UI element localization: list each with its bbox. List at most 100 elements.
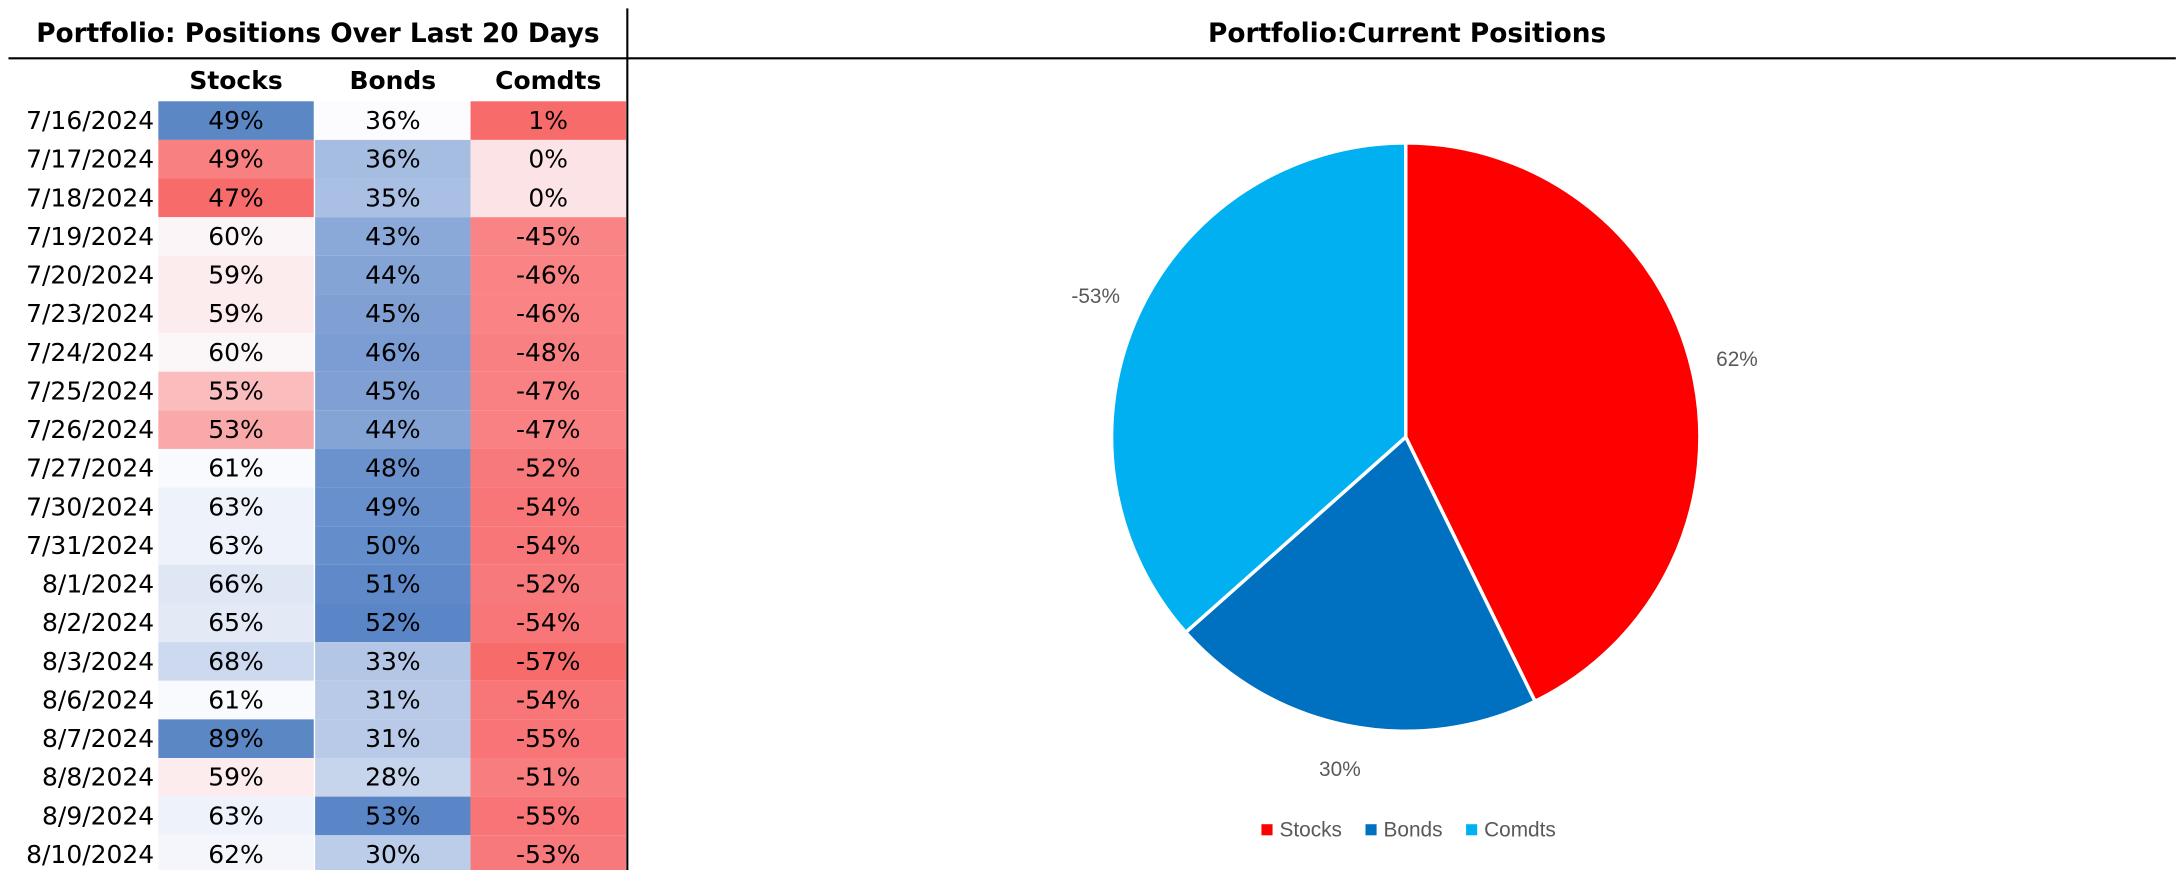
cell-value: 65%	[208, 608, 264, 637]
cell-fill	[470, 719, 626, 758]
cell-fill	[315, 217, 471, 256]
cell-value: -54%	[516, 531, 581, 560]
cell-value: -54%	[516, 685, 581, 714]
row-date: 7/23/2024	[26, 299, 154, 328]
row-date: 8/10/2024	[26, 840, 154, 869]
row-date: 7/27/2024	[26, 454, 154, 483]
cell-value: 61%	[208, 685, 264, 714]
row-date: 7/30/2024	[26, 492, 154, 521]
cell-value: 51%	[365, 570, 421, 599]
cell-value: -51%	[516, 763, 581, 792]
cell-fill	[158, 294, 314, 334]
cell-fill	[470, 680, 626, 720]
cell-value: -53%	[516, 840, 581, 869]
cell-value: 59%	[208, 299, 264, 328]
cell-fill	[158, 835, 314, 870]
row-date: 7/20/2024	[26, 261, 154, 290]
row-date: 7/17/2024	[26, 145, 154, 174]
cell-value: -57%	[516, 647, 581, 676]
column-header: Stocks	[189, 66, 282, 95]
cell-value: 36%	[365, 106, 421, 135]
cell-value: 68%	[208, 647, 264, 676]
cell-value: 31%	[365, 724, 421, 753]
cell-fill	[315, 448, 471, 488]
data-label: 30%	[1319, 758, 1361, 781]
cell-value: -48%	[516, 338, 581, 367]
cell-value: 49%	[208, 106, 264, 135]
cell-fill	[158, 255, 314, 295]
cell-fill	[315, 796, 471, 836]
cell-fill	[470, 178, 626, 218]
cell-value: 30%	[365, 840, 421, 869]
cell-fill	[315, 719, 471, 758]
cell-fill	[470, 642, 626, 681]
cell-value: 43%	[365, 222, 421, 251]
column-header: Bonds	[349, 66, 436, 95]
data-label: 62%	[1716, 348, 1758, 371]
cell-fill	[470, 294, 626, 334]
pie: 62% 30% -53% Stocks Bonds Comdts	[1071, 141, 1758, 842]
cell-value: 48%	[365, 454, 421, 483]
cell-value: -46%	[516, 261, 581, 290]
cell-value: -54%	[516, 492, 581, 521]
cell-fill	[158, 796, 314, 836]
cell-fill	[470, 410, 626, 449]
cell-value: 44%	[365, 415, 421, 444]
cell-value: 28%	[365, 763, 421, 792]
cell-value: 45%	[365, 299, 421, 328]
cell-value: -47%	[516, 376, 581, 405]
cell-fill	[315, 526, 471, 565]
cell-value: 89%	[208, 724, 264, 753]
cell-fill	[158, 333, 314, 372]
cell-fill	[315, 680, 471, 720]
cell-fill	[315, 139, 471, 179]
cell-fill	[158, 719, 314, 758]
cell-value: -47%	[516, 415, 581, 444]
row-date: 8/1/2024	[42, 570, 154, 599]
cell-value: 59%	[208, 261, 264, 290]
cell-fill	[315, 835, 471, 870]
row-date: 7/19/2024	[26, 222, 154, 251]
cell-value: 62%	[208, 840, 264, 869]
cell-fill	[315, 564, 471, 604]
cell-fill	[158, 526, 314, 565]
cell-fill	[470, 448, 626, 488]
cell-fill	[470, 757, 626, 797]
cell-fill	[470, 217, 626, 256]
row-date: 8/3/2024	[42, 647, 154, 676]
cell-value: -55%	[516, 801, 581, 830]
cell-value: 63%	[208, 801, 264, 830]
cell-fill	[315, 603, 471, 643]
pie-slice	[1109, 141, 1408, 635]
cell-value: -52%	[516, 454, 581, 483]
cell-fill	[315, 333, 471, 372]
legend-label: Comdts	[1484, 819, 1556, 842]
pie-slice	[1404, 141, 1702, 704]
cell-value: 60%	[208, 338, 264, 367]
cell-fill	[470, 835, 626, 870]
cell-fill	[315, 255, 471, 295]
row-date: 7/24/2024	[26, 338, 154, 367]
cell-fill	[470, 255, 626, 295]
cell-value: 36%	[365, 145, 421, 174]
cell-fill	[158, 642, 314, 681]
cell-fill	[158, 487, 314, 527]
cell-value: 55%	[208, 376, 264, 405]
cell-fill	[158, 371, 314, 411]
cell-value: 45%	[365, 376, 421, 405]
cell-value: 31%	[365, 685, 421, 714]
table-title: Portfolio: Positions Over Last 20 Days	[36, 19, 599, 49]
legend-swatch	[1466, 824, 1478, 836]
cell-fill	[470, 564, 626, 604]
cell-fill	[315, 487, 471, 527]
cell-value: 63%	[208, 492, 264, 521]
cell-fill	[315, 410, 471, 449]
row-date: 7/26/2024	[26, 415, 154, 444]
cell-value: 0%	[528, 183, 568, 212]
cell-fill	[158, 680, 314, 720]
row-date: 7/18/2024	[26, 183, 154, 212]
row-date: 8/6/2024	[42, 685, 154, 714]
cell-fill	[315, 371, 471, 411]
